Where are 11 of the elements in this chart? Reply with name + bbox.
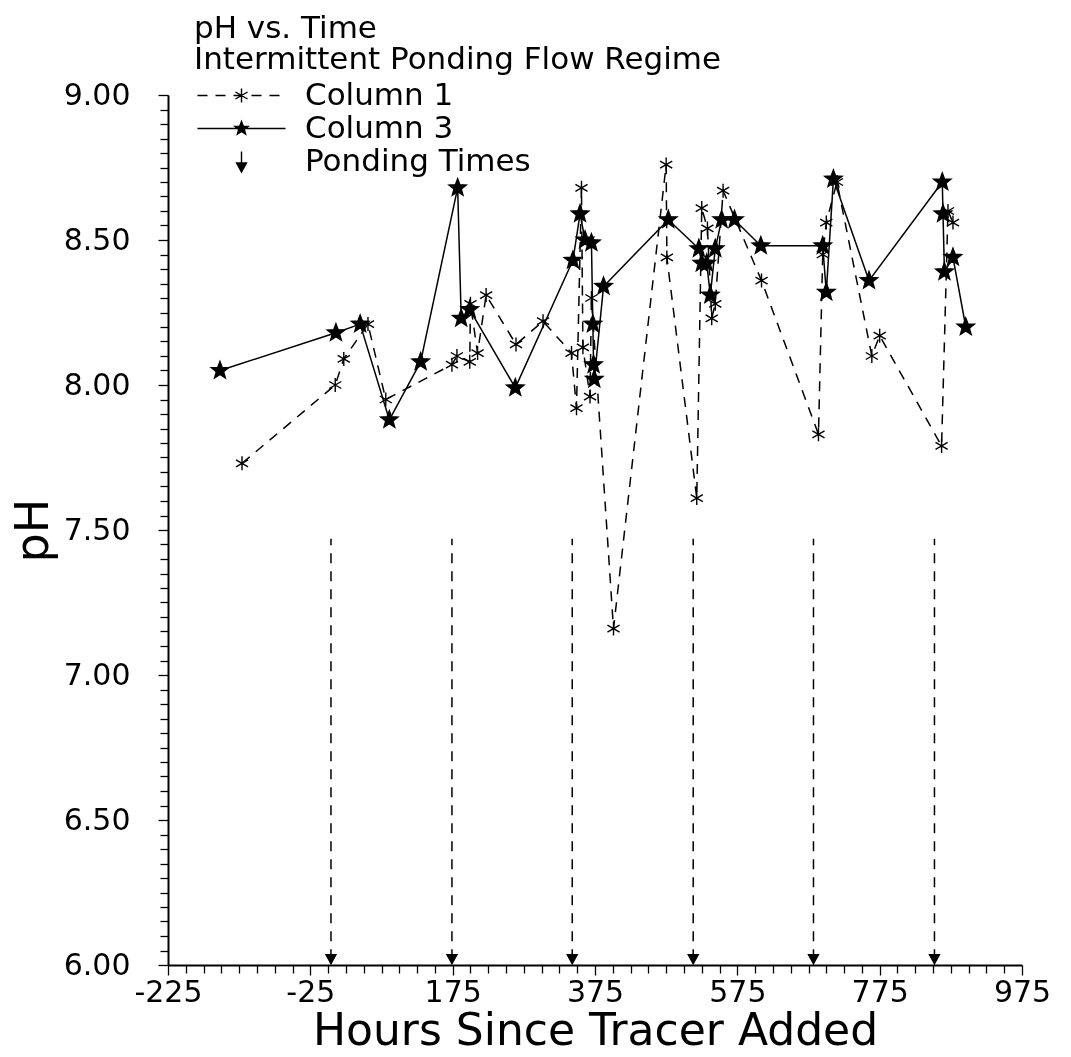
- x-tick-label: 975: [993, 973, 1052, 1009]
- y-tick-label: 6.50: [63, 801, 131, 837]
- y-tick-label: 8.50: [63, 221, 131, 257]
- chart-title: pH vs. Time: [194, 9, 377, 45]
- y-tick-label: 9.00: [63, 76, 131, 112]
- y-tick-label: 7.50: [63, 511, 131, 547]
- y-tick-label: 6.00: [63, 946, 131, 982]
- x-tick-label: -225: [134, 973, 203, 1009]
- y-axis-title: pH: [4, 498, 59, 563]
- y-tick-label: 7.00: [63, 656, 131, 692]
- y-tick-label: 8.00: [63, 366, 131, 402]
